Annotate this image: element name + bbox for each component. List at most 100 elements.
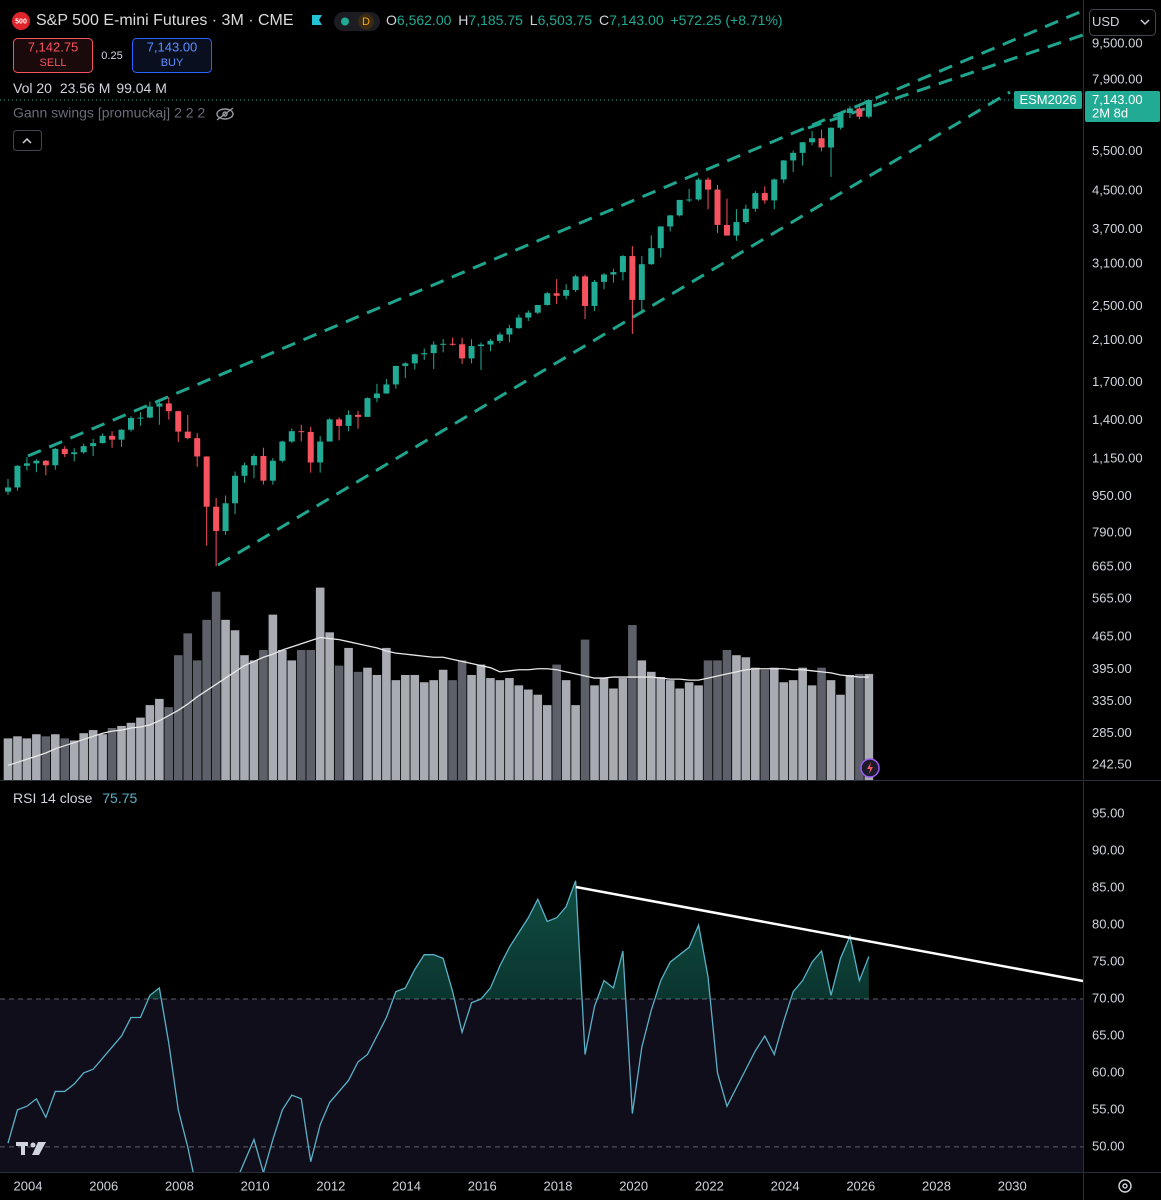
candle-body [326, 419, 333, 442]
volume-bar [401, 674, 410, 780]
candle-body [449, 343, 456, 345]
candle-body [392, 365, 399, 385]
candle-body [23, 463, 30, 466]
candle-body [553, 293, 560, 296]
candle-body [109, 435, 116, 440]
buy-button[interactable] [132, 38, 212, 73]
volume-layer [3, 587, 874, 780]
price-tick-label: 1,150.00 [1092, 451, 1143, 466]
session-badge [358, 13, 374, 30]
price-tick-label: 1,700.00 [1092, 374, 1143, 389]
gann-lines [27, 10, 1084, 567]
ohlc-key: L [530, 12, 538, 28]
candle-body [534, 304, 541, 313]
candle-body [648, 248, 655, 265]
flag-icon[interactable] [312, 15, 322, 25]
price-tick-label: 950.00 [1092, 488, 1132, 503]
lightning-icon[interactable] [860, 758, 880, 778]
candle-body [809, 138, 816, 143]
rsi-line [7, 880, 870, 1172]
tradingview-logo[interactable] [16, 1142, 46, 1155]
candle-body [298, 431, 305, 433]
price-tick-label: 5,500.00 [1092, 143, 1143, 158]
sell-button[interactable] [13, 38, 93, 73]
volume-bar [542, 705, 552, 780]
time-tick-label: 2022 [695, 1178, 724, 1193]
price-tick-label: 4,500.00 [1092, 182, 1143, 197]
candle-body [771, 179, 778, 201]
candle-body [61, 448, 68, 455]
candle-body [175, 411, 182, 432]
market-status-dot [341, 17, 349, 26]
time-tick-label: 2006 [89, 1178, 118, 1193]
candle-body [828, 127, 835, 148]
volume-bar [552, 664, 561, 780]
candle-body [752, 193, 759, 209]
price-tick-label: 9,500.00 [1092, 35, 1143, 50]
rsi-tick-label: 65.00 [1092, 1027, 1125, 1042]
volume-bar [145, 705, 155, 780]
hide-icon[interactable] [216, 107, 234, 121]
volume-bar [457, 660, 467, 780]
gann-upper-line [27, 10, 1081, 458]
candle-body [222, 503, 229, 532]
currency-select[interactable] [1089, 9, 1156, 36]
candle-body [478, 344, 484, 347]
candle-body [411, 354, 418, 364]
candle-body [260, 455, 267, 481]
symbol-title[interactable]: S&P 500 E-mini Futures · 3M · CME [36, 12, 294, 29]
ohlc-value: 6,562.00 [397, 12, 452, 28]
volume-bar [296, 650, 306, 780]
volume-bar [192, 660, 202, 780]
volume-bar [760, 669, 770, 780]
price-tick-label: 335.00 [1092, 693, 1132, 708]
volume-bar [486, 678, 495, 780]
volume-bar [126, 722, 136, 780]
candle-body [402, 363, 409, 366]
volume-bar [836, 694, 845, 780]
candle-body [487, 340, 494, 345]
candle-body [355, 414, 362, 417]
currency: USD [1092, 14, 1119, 29]
price-tick-label: 790.00 [1092, 524, 1132, 539]
sell-label: SELL [40, 57, 67, 69]
time-tick-label: 2004 [14, 1178, 43, 1193]
time-tick-label: 2010 [241, 1178, 270, 1193]
rsi-overbought-fill [8, 880, 869, 1000]
volume-bar [524, 689, 533, 780]
volume-bar [363, 667, 372, 780]
candle-body [440, 343, 447, 345]
candle-body [582, 276, 589, 306]
candle-body [345, 414, 352, 426]
volume-bar [32, 734, 41, 780]
volume-bar [173, 655, 183, 780]
symbol-logo[interactable] [12, 12, 30, 30]
price-tick-label: 7,900.00 [1092, 72, 1143, 87]
volume-bar [495, 680, 505, 780]
ohlc-key: O [386, 12, 397, 28]
candle-body [856, 108, 863, 117]
candle-body [383, 384, 390, 394]
symbol-tag-box [1014, 91, 1082, 110]
rsi-legend: RSI 14 close 75.75 [13, 790, 138, 806]
volume-bar [788, 680, 798, 780]
volume-bar [817, 667, 826, 780]
volume-label: Vol 20 [13, 80, 52, 96]
time-tick-label: 2026 [846, 1178, 875, 1193]
ohlc-key: H [458, 12, 468, 28]
volume-bar [826, 680, 836, 780]
settings-icon[interactable] [1118, 1179, 1132, 1193]
volume-bar [382, 647, 391, 780]
price-tick-label: 465.00 [1092, 629, 1132, 644]
candle-body [818, 138, 825, 148]
candle-body [156, 403, 163, 407]
candle-body [846, 108, 853, 113]
candle-body [99, 435, 106, 444]
rsi-tick-label: 60.00 [1092, 1064, 1125, 1079]
volume-ma-line [7, 636, 869, 767]
price-tick-label: 242.50 [1092, 757, 1132, 772]
volume-bar [637, 660, 647, 780]
volume-bar [656, 677, 666, 780]
candle-body [780, 160, 787, 180]
